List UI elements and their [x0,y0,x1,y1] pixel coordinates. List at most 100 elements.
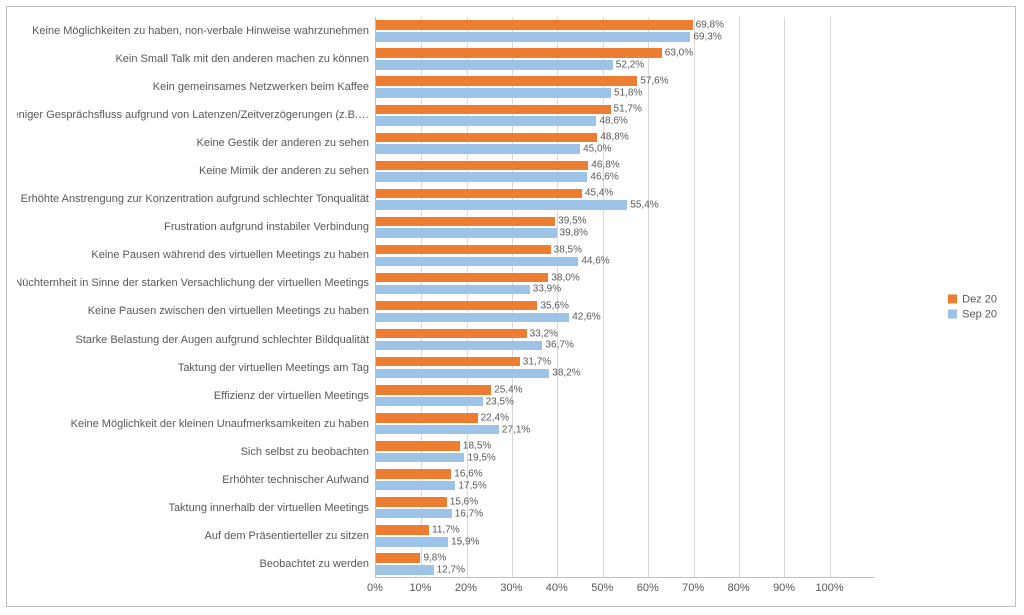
bar-value-label: 51,7% [611,104,642,115]
bar-group: 51,7%48,6% [376,101,875,129]
bar-dez20: 31,7% [376,357,520,367]
bar-value-label: 23,5% [483,396,514,407]
bar-value-label: 42,6% [569,312,600,323]
bar-group: 38,5%44,6% [376,241,875,269]
x-tick-label: 50% [591,582,613,594]
chart-frame: Keine Möglichkeiten zu haben, non-verbal… [6,6,1016,607]
category-label: Keine Möglichkeiten zu haben, non-verbal… [17,17,375,45]
x-tick-label: 90% [773,582,795,594]
bar-sep20: 51,8% [376,88,611,98]
category-label: Erhöhte Anstrengung zur Konzentration au… [17,185,375,213]
category-label: Keine Pausen zwischen den virtuellen Mee… [17,297,375,325]
category-label: Keine Pausen während des virtuellen Meet… [17,241,375,269]
bar-value-label: 39,8% [557,228,588,239]
category-label: Taktung innerhalb der virtuellen Meeting… [17,494,375,522]
bar-value-label: 31,7% [520,356,551,367]
bar-dez20: 11,7% [376,525,429,535]
bar-dez20: 38,5% [376,245,551,255]
bar-group: 31,7%38,2% [376,354,875,382]
bar-dez20: 57,6% [376,76,637,86]
bar-value-label: 18,5% [460,440,491,451]
bar-group: 46,8%46,6% [376,157,875,185]
bar-dez20: 39,5% [376,217,555,227]
bar-value-label: 57,6% [637,76,668,87]
bar-dez20: 22,4% [376,413,478,423]
category-label: Sich selbst zu beobachten [17,438,375,466]
bar-sep20: 23,5% [376,397,483,407]
bar-value-label: 16,7% [452,508,483,519]
bar-value-label: 11,7% [429,524,460,535]
bar-sep20: 16,7% [376,509,452,519]
bar-value-label: 38,0% [548,272,579,283]
bar-value-label: 38,5% [551,244,582,255]
bar-value-label: 22,4% [478,412,509,423]
category-label: Frustration aufgrund instabiler Verbindu… [17,213,375,241]
category-label: Kein gemeinsames Netzwerken beim Kaffee [17,73,375,101]
bar-dez20: 51,7% [376,105,611,115]
bars-container: 69,8%69,3%63,0%52,2%57,6%51,8%51,7%48,6%… [376,17,875,578]
bar-sep20: 38,2% [376,369,549,379]
category-label: Taktung der virtuellen Meetings am Tag [17,354,375,382]
x-tick-label: 70% [682,582,704,594]
bar-dez20: 45,4% [376,189,582,199]
category-label: Weniger Gesprächsfluss aufgrund von Late… [17,101,375,129]
bar-sep20: 19,5% [376,453,464,463]
bar-sep20: 44,6% [376,257,578,267]
bar-dez20: 46,8% [376,161,588,171]
legend: Dez 20 Sep 20 [948,290,997,323]
plot-wrap: Keine Möglichkeiten zu haben, non-verbal… [17,17,875,578]
bar-group: 18,5% 19,5% [376,438,875,466]
bar-value-label: 9,8% [420,553,446,564]
swatch-dez20 [948,295,957,304]
bar-sep20: 69,3% [376,32,690,42]
bar-group: 15,6%16,7% [376,494,875,522]
x-tick-label: 60% [637,582,659,594]
bar-value-label: 45,4% [582,188,613,199]
bar-dez20: 9,8% [376,553,420,563]
x-tick-label: 30% [500,582,522,594]
bar-dez20: 63,0% [376,48,662,58]
bar-sep20: 27,1% [376,425,499,435]
bar-value-label: 15,6% [447,496,478,507]
category-label: Auf dem Präsentierteller zu sitzen [17,522,375,550]
bar-value-label: 69,8% [693,20,724,31]
bar-sep20: 39,8% [376,228,557,238]
bar-value-label: 48,6% [596,116,627,127]
bar-sep20: 52,2% [376,60,613,70]
bar-value-label: 15,9% [448,536,479,547]
legend-label-sep20: Sep 20 [962,308,997,320]
bar-value-label: 55,4% [627,200,658,211]
legend-item-sep20: Sep 20 [948,308,997,320]
bar-group: 9,8%12,7% [376,550,875,578]
category-label: Beobachtet zu werden [17,550,375,578]
bar-group: 35,6%42,6% [376,297,875,325]
x-tick-label: 40% [546,582,568,594]
bar-group: 16,6% 17,5% [376,466,875,494]
bar-sep20: 15,9% [376,537,448,547]
swatch-sep20 [948,310,957,319]
bar-sep20: 12,7% [376,565,434,575]
plot-area: 69,8%69,3%63,0%52,2%57,6%51,8%51,7%48,6%… [375,17,875,578]
bar-sep20: 46,6% [376,172,587,182]
bar-value-label: 69,3% [690,31,721,42]
bar-value-label: 12,7% [434,564,465,575]
bar-dez20: 69,8% [376,20,693,30]
bar-value-label: 33,2% [527,328,558,339]
bar-dez20: 16,6% [376,469,451,479]
y-axis-labels: Keine Möglichkeiten zu haben, non-verbal… [17,17,375,578]
bar-dez20: 48,8% [376,133,597,143]
bar-dez20: 18,5% [376,441,460,451]
bar-group: 69,8%69,3% [376,17,875,45]
category-label: Kein Small Talk mit den anderen machen z… [17,45,375,73]
bar-value-label: 17,5% [455,480,486,491]
x-tick-label: 0% [367,582,383,594]
bar-group: 11,7%15,9% [376,522,875,550]
bar-group: 57,6% 51,8% [376,73,875,101]
bar-value-label: 44,6% [578,256,609,267]
bar-value-label: 38,2% [549,368,580,379]
bar-dez20: 25,4% [376,385,491,395]
x-tick-label: 20% [455,582,477,594]
bar-group: 25,4%23,5% [376,382,875,410]
bar-group: 22,4% 27,1% [376,410,875,438]
bar-sep20: 33,9% [376,285,530,295]
